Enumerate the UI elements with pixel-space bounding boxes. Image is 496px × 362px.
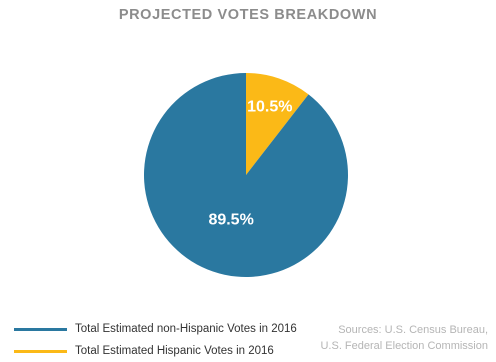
source-line-2: U.S. Federal Election Commission bbox=[320, 340, 488, 352]
legend-label-non-hispanic: Total Estimated non-Hispanic Votes in 20… bbox=[75, 323, 297, 335]
pie-slice-0 bbox=[246, 73, 309, 175]
pie-slice-label-0: 10.5% bbox=[247, 99, 292, 116]
legend-item-non-hispanic: Total Estimated non-Hispanic Votes in 20… bbox=[14, 318, 297, 340]
pie-chart: 10.5% 89.5% bbox=[143, 73, 349, 277]
pie-slice-1 bbox=[143, 73, 349, 277]
chart-title: PROJECTED VOTES BREAKDOWN bbox=[118, 7, 378, 23]
legend-item-hispanic: Total Estimated Hispanic Votes in 2016 bbox=[14, 340, 297, 362]
legend: Total Estimated non-Hispanic Votes in 20… bbox=[14, 318, 297, 362]
legend-swatch-hispanic bbox=[14, 349, 67, 353]
legend-label-hispanic: Total Estimated Hispanic Votes in 2016 bbox=[75, 345, 274, 357]
pie-slice-label-1: 89.5% bbox=[208, 211, 253, 228]
legend-swatch-non-hispanic bbox=[14, 327, 67, 331]
source-note: Sources: U.S. Census Bureau, U.S. Federa… bbox=[320, 322, 488, 354]
source-line-1: Sources: U.S. Census Bureau, bbox=[338, 324, 488, 336]
